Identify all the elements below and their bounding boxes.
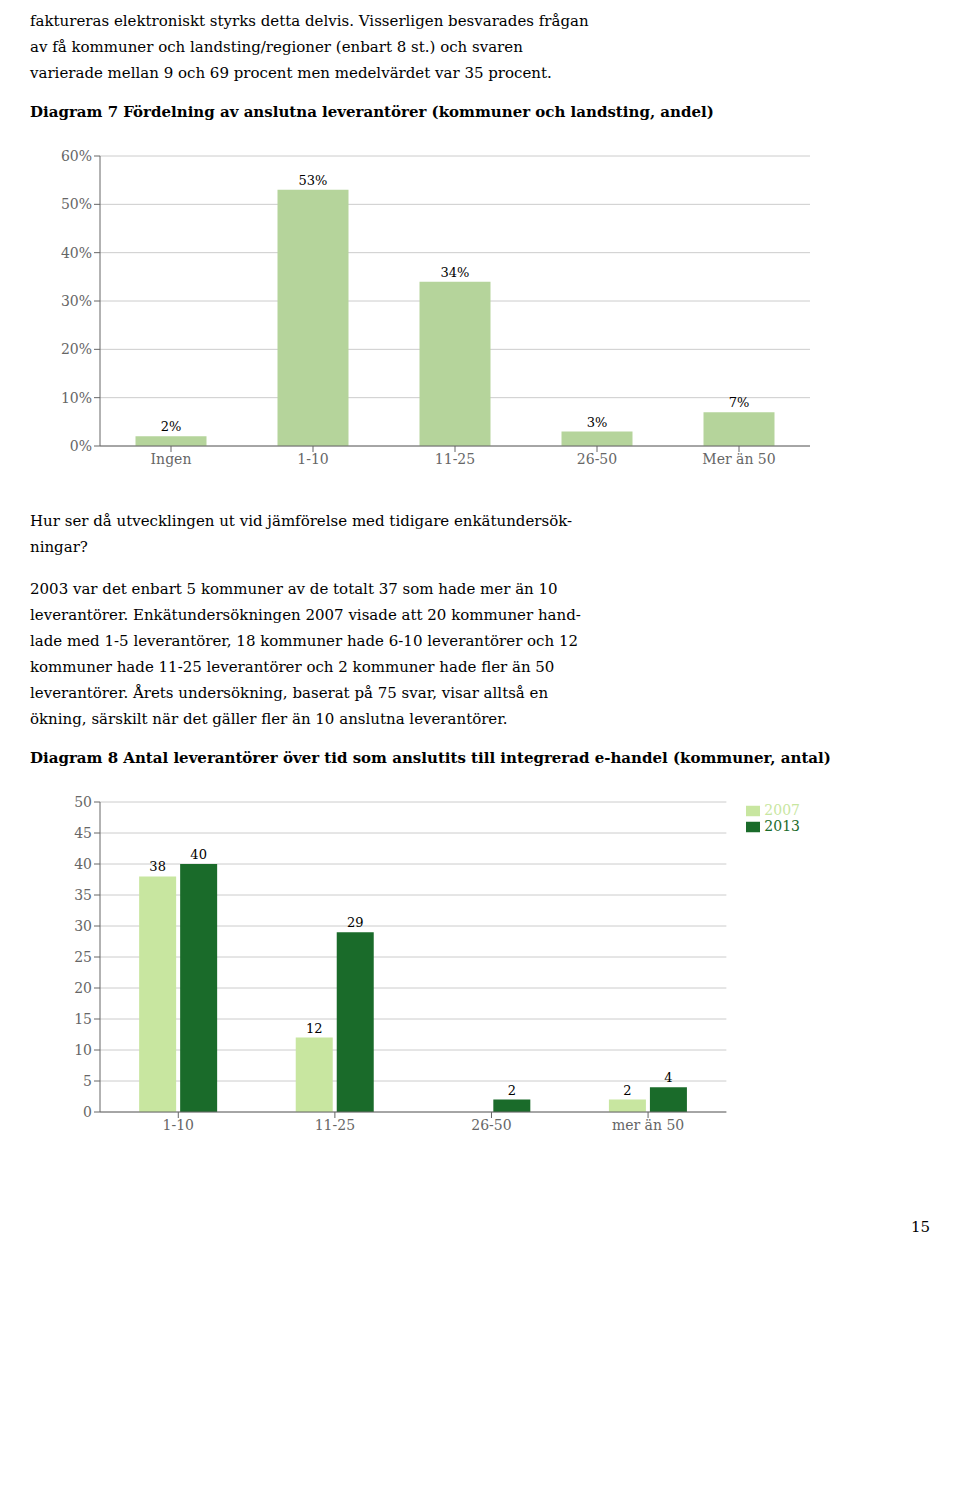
svg-text:38: 38 [149,859,166,874]
html-text:2003 var det enbart 5 kommuner: 2003 var det enbart 5 kommuner av de tot… [30,580,558,598]
svg-text:20%: 20% [61,341,92,357]
svg-text:0: 0 [83,1104,92,1120]
svg-text:1-10: 1-10 [297,451,328,467]
html-text:Diagram 7 Fördelning av anslut: Diagram 7 Fördelning av anslutna leveran… [30,103,714,121]
svg-text:25: 25 [74,949,92,965]
svg-text:7%: 7% [729,395,750,410]
svg-text:3%: 3% [587,415,608,430]
svg-text:mer än 50: mer än 50 [612,1117,684,1133]
svg-text:20: 20 [74,980,92,996]
svg-text:40: 40 [74,856,92,872]
svg-text:40%: 40% [61,245,92,261]
html-text:lade med 1-5 leverantörer, 18: lade med 1-5 leverantörer, 18 kommuner h… [30,632,578,650]
svg-text:35: 35 [74,887,92,903]
svg-text:11-25: 11-25 [315,1117,355,1133]
svg-text:10%: 10% [61,390,92,406]
svg-text:30: 30 [74,918,92,934]
svg-text:Ingen: Ingen [151,451,192,467]
svg-text:1-10: 1-10 [163,1117,194,1133]
svg-text:60%: 60% [61,148,92,164]
html-text:15: 15 [910,1218,930,1236]
svg-text:12: 12 [306,1021,323,1036]
svg-text:50: 50 [74,794,92,810]
html-text:Hur ser då utvecklingen ut vid: Hur ser då utvecklingen ut vid jämförels… [30,512,573,530]
svg-text:40: 40 [190,847,207,862]
svg-text:2: 2 [508,1083,516,1098]
svg-text:26-50: 26-50 [577,451,617,467]
svg-text:4: 4 [664,1070,672,1085]
html-text:2007: 2007 [764,802,800,818]
svg-text:5: 5 [83,1073,92,1089]
svg-text:2: 2 [623,1083,631,1098]
html-text:av få kommuner och landsting/r: av få kommuner och landsting/regioner (e… [30,38,523,56]
svg-text:10: 10 [74,1042,92,1058]
svg-text:0%: 0% [70,438,92,454]
svg-text:15: 15 [74,1011,92,1027]
svg-text:11-25: 11-25 [435,451,475,467]
html-text:faktureras elektroniskt styrks: faktureras elektroniskt styrks detta del… [30,12,589,30]
svg-text:50%: 50% [61,196,92,212]
html-text:Diagram 8 Antal leverantörer ö: Diagram 8 Antal leverantörer över tid so… [30,749,831,767]
svg-text:2%: 2% [161,419,182,434]
svg-text:29: 29 [347,915,364,930]
html-text:2013: 2013 [764,818,800,834]
html-text:kommuner hade 11-25 leverantör: kommuner hade 11-25 leverantörer och 2 k… [30,658,555,676]
svg-text:26-50: 26-50 [471,1117,511,1133]
svg-text:53%: 53% [299,173,328,188]
html-text:leverantörer. Årets undersökni: leverantörer. Årets undersökning, basera… [30,684,549,702]
svg-text:Mer än 50: Mer än 50 [702,451,775,467]
html-text:varierade mellan 9 och 69 proc: varierade mellan 9 och 69 procent men me… [30,64,552,82]
svg-text:45: 45 [74,825,92,841]
html-text:ningar?: ningar? [30,538,88,556]
html-text:ökning, särskilt när det gälle: ökning, särskilt när det gäller fler än … [30,710,508,728]
svg-text:34%: 34% [441,265,470,280]
html-text:leverantörer. Enkätundersöknin: leverantörer. Enkätundersökningen 2007 v… [30,606,581,624]
svg-text:30%: 30% [61,293,92,309]
